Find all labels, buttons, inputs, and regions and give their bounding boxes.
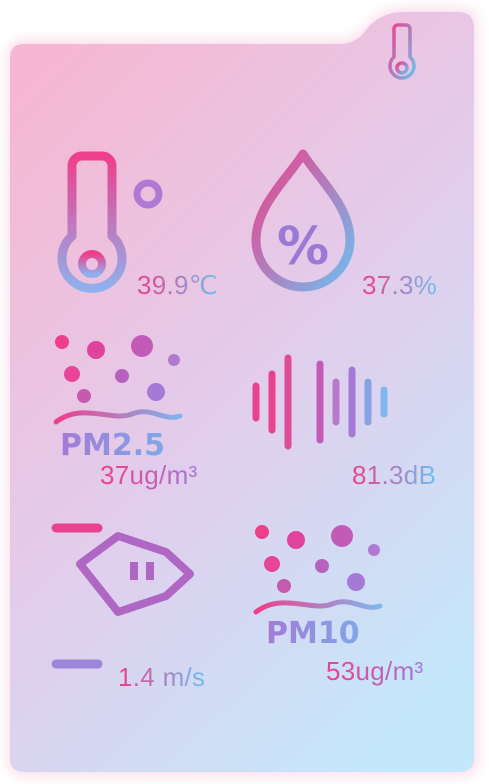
pm10-value: 53ug/m³ bbox=[326, 656, 423, 687]
noise-value: 81.3dB bbox=[352, 460, 436, 491]
pm25-tile[interactable]: PM2.5 37ug/m³ bbox=[0, 320, 240, 500]
pm25-label: PM2.5 bbox=[60, 428, 165, 463]
particles-icon bbox=[53, 335, 183, 425]
pm25-value: 37ug/m³ bbox=[100, 460, 197, 491]
wind-value-text: 1.4 m/s bbox=[118, 662, 206, 692]
temperature-tile[interactable]: 39.9℃ bbox=[0, 0, 240, 320]
pm25-label-text: PM2.5 bbox=[60, 428, 165, 463]
humidity-tile[interactable]: % 37.3% bbox=[240, 0, 480, 320]
noise-value-text: 81.3dB bbox=[352, 460, 437, 490]
sound-wave-icon bbox=[252, 336, 388, 468]
noise-tile[interactable]: 81.3dB bbox=[240, 320, 480, 500]
humidity-value: 37.3% bbox=[362, 270, 437, 301]
pm10-tile[interactable]: PM10 53ug/m³ bbox=[240, 500, 480, 700]
temperature-value: 39.9℃ bbox=[137, 270, 218, 301]
particles-icon bbox=[253, 525, 383, 615]
humidity-value-text: 37.3% bbox=[362, 270, 438, 300]
svg-text:%: % bbox=[277, 217, 329, 277]
pm25-value-text: 37ug/m³ bbox=[100, 460, 198, 490]
windsock-icon bbox=[51, 523, 194, 669]
wind-value: 1.4 m/s bbox=[118, 662, 205, 693]
wind-tile[interactable]: 1.4 m/s bbox=[0, 500, 240, 700]
pm10-value-text: 53ug/m³ bbox=[326, 656, 424, 686]
pm10-label-text: PM10 bbox=[266, 616, 360, 651]
pm10-label: PM10 bbox=[266, 616, 360, 651]
temperature-value-text: 39.9℃ bbox=[137, 270, 219, 300]
thermometer-icon bbox=[57, 151, 163, 293]
humidity-drop-percent-icon: % bbox=[251, 149, 355, 292]
thermometer-list-icon[interactable] bbox=[384, 22, 454, 84]
